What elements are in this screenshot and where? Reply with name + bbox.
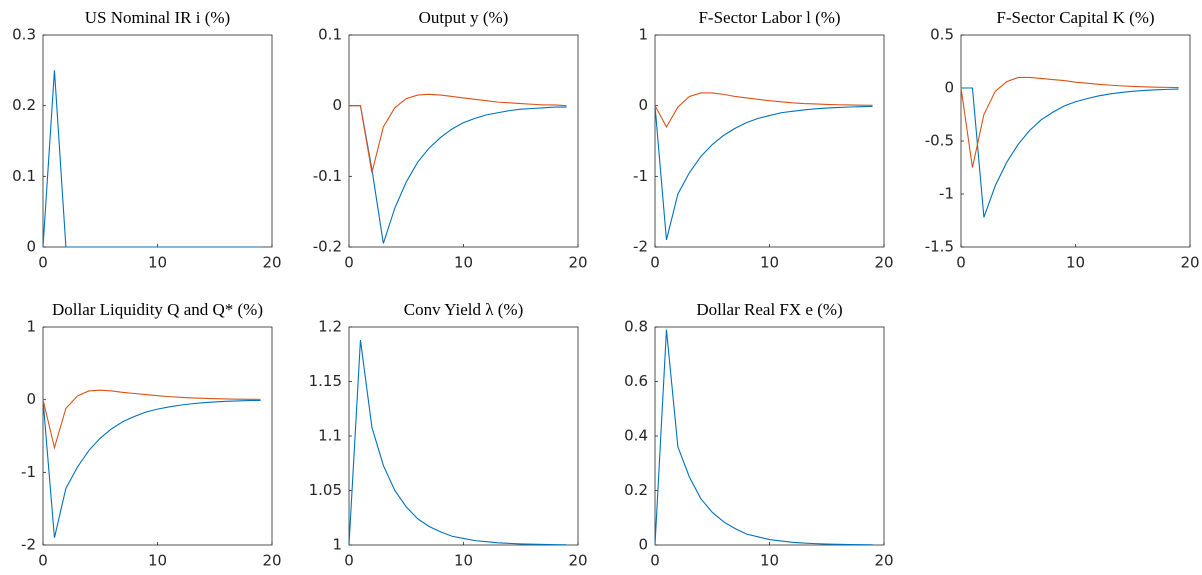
series-line xyxy=(961,87,1179,218)
chart-title: Output y (%) xyxy=(419,8,509,27)
axes-box xyxy=(42,34,273,248)
y-tick-label: 0.6 xyxy=(624,372,648,390)
x-tick-label: 20 xyxy=(262,254,281,272)
x-tick-label: 20 xyxy=(568,552,587,570)
y-tick-label: -1.5 xyxy=(925,238,954,256)
chart-title: F-Sector Labor l (%) xyxy=(698,8,840,27)
y-tick-label: 0 xyxy=(944,79,954,97)
x-tick-label: 10 xyxy=(454,552,473,570)
x-tick-label: 10 xyxy=(148,254,167,272)
x-tick-label: 20 xyxy=(1180,254,1199,272)
y-tick-label: -0.1 xyxy=(313,167,342,185)
x-tick-label: 0 xyxy=(956,254,966,272)
x-tick-label: 20 xyxy=(874,552,893,570)
y-tick-label: 1.05 xyxy=(309,481,342,499)
y-tick-label: 1.2 xyxy=(318,318,342,336)
y-tick-label: 0.2 xyxy=(12,96,36,114)
y-tick-label: 1 xyxy=(638,26,648,44)
axes-box xyxy=(654,326,885,546)
y-tick-label: 1 xyxy=(26,318,36,336)
y-tick-label: 0.8 xyxy=(624,318,648,336)
chart-title: Dollar Liquidity Q and Q* (%) xyxy=(52,300,263,319)
series-line xyxy=(960,76,1179,168)
series-line xyxy=(349,93,567,173)
x-tick-label: 10 xyxy=(760,552,779,570)
y-tick-label: 0.1 xyxy=(318,26,342,44)
y-tick-label: 0 xyxy=(638,96,648,114)
chart-title: Conv Yield λ (%) xyxy=(404,300,524,319)
x-tick-label: 20 xyxy=(568,254,587,272)
y-tick-label: -1 xyxy=(21,463,36,481)
chart-title: US Nominal IR i (%) xyxy=(85,8,230,27)
x-tick-label: 10 xyxy=(148,552,167,570)
axes-box xyxy=(42,326,273,546)
axes-box xyxy=(960,34,1191,248)
y-tick-label: 0 xyxy=(638,536,648,554)
x-tick-label: 0 xyxy=(344,552,354,570)
y-tick-label: 1 xyxy=(332,536,342,554)
axes-box xyxy=(348,34,579,248)
x-tick-label: 0 xyxy=(38,552,48,570)
y-tick-label: -0.2 xyxy=(313,238,342,256)
series-line xyxy=(654,329,873,546)
y-tick-label: 1.1 xyxy=(318,427,342,445)
y-tick-label: -1 xyxy=(939,185,954,203)
series-line xyxy=(42,399,261,538)
y-tick-label: -2 xyxy=(21,536,36,554)
series-line xyxy=(654,105,873,241)
y-tick-label: 0 xyxy=(26,390,36,408)
axes-box xyxy=(654,34,885,248)
x-tick-label: 20 xyxy=(874,254,893,272)
y-tick-label: -2 xyxy=(633,238,648,256)
y-tick-label: 0.5 xyxy=(930,26,954,44)
x-tick-label: 10 xyxy=(760,254,779,272)
chart-title: F-Sector Capital K (%) xyxy=(996,8,1154,27)
series-line xyxy=(42,389,261,450)
x-tick-label: 10 xyxy=(1066,254,1085,272)
y-tick-label: 0.3 xyxy=(12,26,36,44)
x-tick-label: 0 xyxy=(38,254,48,272)
series-line xyxy=(654,92,873,128)
x-tick-label: 10 xyxy=(454,254,473,272)
y-tick-label: 0.1 xyxy=(12,167,36,185)
y-tick-label: -0.5 xyxy=(925,132,954,150)
series-line xyxy=(349,105,567,244)
y-tick-label: 1.15 xyxy=(309,372,342,390)
y-tick-label: -1 xyxy=(633,167,648,185)
y-tick-label: 0 xyxy=(332,96,342,114)
y-tick-label: 0.4 xyxy=(624,427,648,445)
y-tick-label: 0 xyxy=(26,238,36,256)
series-line xyxy=(348,340,567,546)
y-tick-label: 0.2 xyxy=(624,481,648,499)
chart-title: Dollar Real FX e (%) xyxy=(696,300,842,319)
axes-box xyxy=(348,326,579,546)
series-line xyxy=(42,70,261,248)
x-tick-label: 0 xyxy=(650,254,660,272)
x-tick-label: 0 xyxy=(650,552,660,570)
x-tick-label: 20 xyxy=(262,552,281,570)
x-tick-label: 0 xyxy=(344,254,354,272)
